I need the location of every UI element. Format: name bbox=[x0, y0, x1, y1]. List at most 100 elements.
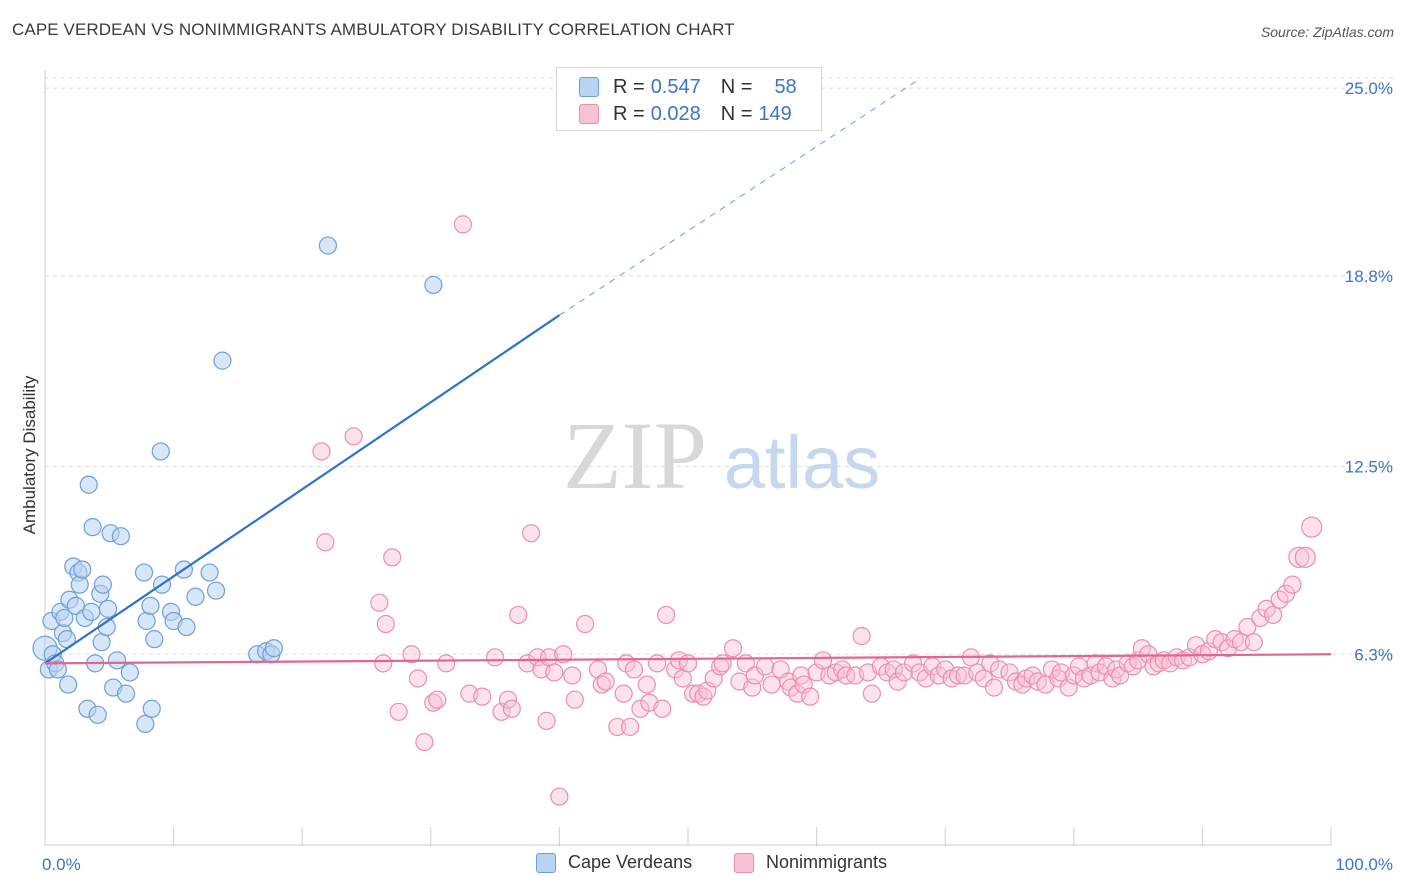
source-label: Source: ZipAtlas.com bbox=[1260, 24, 1394, 40]
legend-r-label: R = bbox=[613, 75, 645, 98]
series-label: Cape Verdeans bbox=[568, 852, 693, 872]
cape-verdean-point bbox=[136, 714, 155, 734]
watermark-zip: ZIP bbox=[563, 402, 707, 509]
legend-r-value: 0.028 bbox=[650, 102, 701, 125]
nonimmigrant-point bbox=[1283, 575, 1302, 594]
nonimmigrant-point bbox=[981, 654, 1000, 673]
cape-verdean-point bbox=[137, 611, 156, 631]
cape-verdean-point bbox=[79, 475, 98, 494]
nonimmigrant-point bbox=[948, 666, 968, 685]
nonimmigrant-point bbox=[1244, 633, 1263, 652]
nonimmigrant-point bbox=[852, 627, 871, 646]
series-swatch-pink bbox=[734, 852, 754, 873]
nonimmigrant-point bbox=[637, 675, 656, 694]
nonimmigrant-point bbox=[376, 614, 395, 634]
y-tick-label: 18.8% bbox=[1345, 267, 1393, 286]
nonimmigrant-point bbox=[374, 654, 393, 673]
nonimmigrant-point bbox=[903, 654, 923, 673]
nonimmigrant-point bbox=[550, 787, 569, 806]
cape-verdean-point bbox=[206, 581, 226, 600]
tick-labels: 6.3% 12.5% 18.8% 25.0% 0.0% 100.0% bbox=[42, 79, 1393, 874]
nonimmigrant-point bbox=[762, 675, 781, 694]
cape-verdean-point bbox=[213, 351, 232, 370]
nonimmigrant-point bbox=[648, 654, 667, 673]
legend-n-label: N = bbox=[720, 75, 753, 98]
nonimmigrant-point bbox=[984, 678, 1004, 697]
legend-row-nonimmigrants: R = 0.028 N = 149 bbox=[579, 102, 792, 126]
nonimmigrant-point bbox=[1000, 663, 1019, 682]
trend-lines bbox=[44, 78, 1332, 665]
legend-row-cape-verdeans: R = 0.547 N = 58 bbox=[579, 75, 797, 99]
nonimmigrant-point bbox=[723, 639, 743, 658]
nonimmigrant-point bbox=[1238, 617, 1257, 637]
nonimmigrant-point bbox=[608, 717, 627, 737]
cape-verdean-point bbox=[73, 560, 92, 579]
nonimmigrant-point bbox=[614, 684, 633, 703]
x-tick-label-min: 0.0% bbox=[42, 855, 81, 874]
nonimmigrant-point bbox=[522, 524, 541, 543]
legend-r-label: R = bbox=[613, 102, 645, 125]
nonimmigrant-point bbox=[453, 215, 473, 234]
nonimmigrant-point bbox=[402, 645, 421, 664]
nonimmigrant-point bbox=[576, 614, 595, 634]
nonimmigrant-point bbox=[316, 533, 335, 552]
nonimmigrant-point bbox=[624, 660, 644, 679]
nonimmigrant-point bbox=[596, 672, 615, 691]
y-tick-label: 6.3% bbox=[1354, 645, 1393, 664]
legend-r-value: 0.547 bbox=[650, 75, 701, 98]
cape-verdean-point bbox=[66, 596, 85, 615]
nonimmigrant-point bbox=[713, 654, 732, 673]
cape-verdean-point bbox=[318, 236, 338, 255]
nonimmigrant-point bbox=[437, 654, 456, 673]
series-legend-cape-verdeans: Cape Verdeans bbox=[536, 852, 692, 873]
chart-title: CAPE VERDEAN VS NONIMMIGRANTS AMBULATORY… bbox=[12, 20, 735, 39]
y-axis-label: Ambulatory Disability bbox=[20, 375, 39, 535]
y-tick-label: 25.0% bbox=[1345, 79, 1393, 98]
legend-n-value: 149 bbox=[758, 102, 792, 125]
nonimmigrant-point bbox=[813, 651, 833, 670]
nonimmigrant-point bbox=[565, 690, 584, 709]
cape-verdean-point bbox=[92, 633, 111, 652]
cape-verdean-point bbox=[120, 663, 139, 682]
nonimmigrants-points bbox=[312, 215, 1323, 806]
nonimmigrant-point bbox=[745, 666, 764, 685]
cape-verdean-point bbox=[111, 527, 130, 546]
nonimmigrant-point bbox=[621, 717, 640, 737]
series-legend: Cape Verdeans Nonimmigrants bbox=[0, 852, 1406, 876]
cape-verdean-point bbox=[142, 699, 161, 718]
cape-verdean-point bbox=[83, 518, 102, 537]
x-tick-label-max: 100.0% bbox=[1335, 855, 1393, 874]
nonimmigrant-point bbox=[554, 645, 573, 664]
nonimmigrant-point bbox=[801, 687, 820, 706]
nonimmigrant-point bbox=[1294, 546, 1316, 569]
axes bbox=[44, 70, 1332, 846]
cape-verdean-point bbox=[82, 602, 101, 621]
nonimmigrant-point bbox=[888, 672, 907, 691]
legend-swatch-pink bbox=[579, 104, 599, 124]
nonimmigrant-point bbox=[473, 687, 492, 706]
cape-verdean-point bbox=[424, 275, 443, 295]
nonimmigrant-point bbox=[1288, 546, 1310, 569]
nonimmigrant-point bbox=[509, 605, 528, 625]
nonimmigrant-point bbox=[673, 669, 692, 688]
cape-verdean-point bbox=[177, 617, 196, 637]
series-legend-nonimmigrants: Nonimmigrants bbox=[734, 852, 887, 873]
nonimmigrant-point bbox=[344, 427, 363, 446]
nonimmigrant-point bbox=[684, 684, 703, 703]
series-label: Nonimmigrants bbox=[766, 852, 888, 872]
nonimmigrant-point bbox=[389, 702, 408, 721]
cape-verdean-point bbox=[93, 575, 112, 594]
nonimmigrant-point bbox=[502, 699, 521, 718]
nonimmigrant-point bbox=[415, 732, 434, 752]
nonimmigrant-point bbox=[1264, 605, 1283, 625]
nonimmigrant-point bbox=[974, 669, 993, 688]
nonimmigrant-point bbox=[678, 654, 698, 673]
nonimmigrant-point bbox=[1276, 584, 1296, 603]
cape-verdean-point bbox=[107, 651, 127, 670]
y-tick-label: 12.5% bbox=[1345, 458, 1393, 477]
legend-n-label: N = bbox=[720, 102, 753, 125]
nonimmigrant-point bbox=[631, 699, 650, 718]
nonimmigrant-point bbox=[756, 657, 775, 676]
cape-verdean-point bbox=[70, 575, 89, 594]
